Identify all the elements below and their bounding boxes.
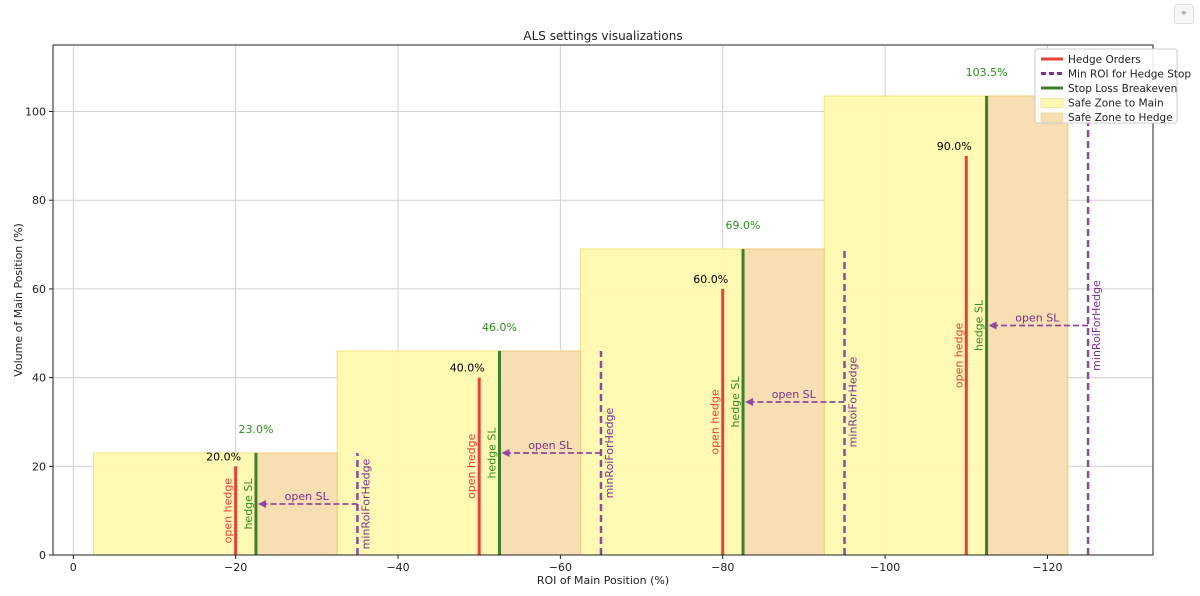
x-tick-label: −60 (549, 561, 572, 574)
min-roi-label: minRoiForHedge (603, 407, 616, 498)
hedge-volume-label: 90.0% (937, 140, 972, 153)
legend-swatch (1040, 112, 1064, 123)
open-hedge-label: open hedge (465, 433, 478, 499)
expand-icon[interactable]: ⌖ (1174, 4, 1194, 24)
plot-frame (52, 44, 1154, 556)
x-axis-label: ROI of Main Position (%) (537, 574, 669, 587)
y-tick-label: 0 (39, 549, 46, 562)
sl-volume-label: 23.0% (238, 423, 273, 436)
open-hedge-label: open hedge (952, 322, 965, 388)
hedge-sl-label: hedge SL (485, 427, 498, 479)
open-sl-arrowhead (501, 449, 510, 457)
hedge-volume-label: 60.0% (693, 273, 728, 286)
x-tick-label: −120 (1032, 561, 1062, 574)
safe-zone-hedge (498, 350, 582, 556)
open-sl-label: open SL (528, 439, 573, 452)
legend-swatch (1040, 98, 1064, 108)
legend-entry-label: Stop Loss Breakeven (1068, 83, 1177, 95)
y-tick-label: 20 (32, 460, 46, 473)
legend-entry-label: Safe Zone to Main (1068, 98, 1164, 110)
open-sl-label: open SL (772, 388, 817, 401)
legend-entry-label: Hedge Orders (1068, 54, 1141, 66)
y-tick-label: 80 (32, 194, 46, 207)
x-tick-label: −20 (224, 561, 247, 574)
safe-zone-hedge (986, 95, 1069, 556)
legend-box (1034, 48, 1178, 124)
open-sl-arrowhead (745, 398, 754, 406)
legend-entry-label: Safe Zone to Hedge (1068, 112, 1173, 124)
sl-volume-label: 46.0% (482, 321, 517, 334)
legend-entry-label: Min ROI for Hedge Stop (1068, 69, 1191, 81)
y-tick-label: 100 (25, 106, 46, 119)
hedge-sl-label: hedge SL (729, 376, 742, 428)
y-axis-label: Volume of Main Position (%) (12, 223, 25, 377)
open-hedge-label: open hedge (709, 389, 722, 455)
y-tick-label: 60 (32, 283, 46, 296)
sl-volume-label: 103.5% (966, 66, 1008, 79)
min-roi-label: minRoiForHedge (359, 458, 372, 549)
chart-title: ALS settings visualizations (523, 29, 682, 43)
safe-zone-hedge (742, 248, 825, 556)
y-tick-label: 40 (32, 372, 46, 385)
open-hedge-label: open hedge (222, 478, 235, 544)
x-tick-label: −100 (870, 561, 900, 574)
hedge-sl-label: hedge SL (242, 478, 255, 530)
open-sl-label: open SL (1015, 312, 1060, 325)
open-sl-label: open SL (285, 490, 330, 503)
x-tick-label: 0 (70, 561, 77, 574)
hedge-volume-label: 40.0% (450, 362, 485, 375)
sl-volume-label: 69.0% (726, 219, 761, 232)
min-roi-label: minRoiForHedge (847, 356, 860, 447)
open-sl-arrowhead (257, 500, 266, 508)
hedge-sl-label: hedge SL (973, 299, 986, 351)
x-tick-label: −80 (711, 561, 734, 574)
hedge-volume-label: 20.0% (206, 450, 241, 463)
min-roi-label: minRoiForHedge (1090, 280, 1103, 371)
open-sl-arrowhead (988, 321, 997, 330)
x-tick-label: −40 (386, 561, 409, 574)
